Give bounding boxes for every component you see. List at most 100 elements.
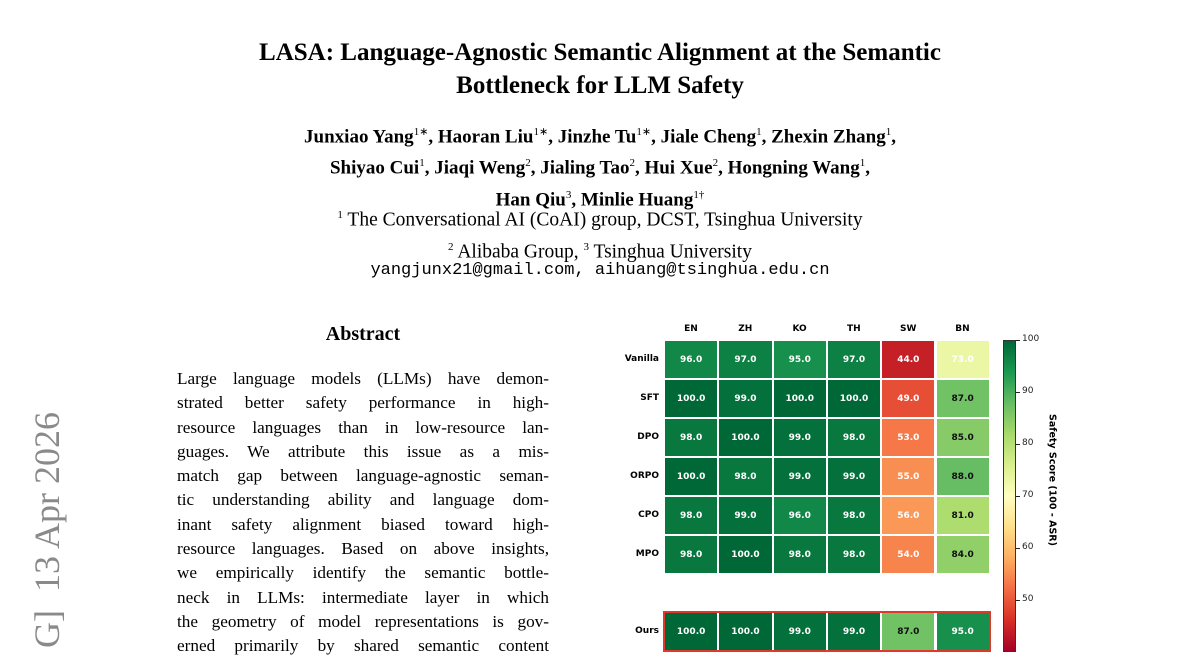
heatmap-cell: 96.0 — [772, 496, 827, 535]
heatmap-cell: 56.0 — [881, 496, 936, 535]
paper-title: LASA: Language-Agnostic Semantic Alignme… — [0, 36, 1200, 102]
author-mark: 3 — [565, 188, 572, 201]
author-list: Junxiao Yang1∗, Haoran Liu1∗, Jinzhe Tu1… — [0, 119, 1200, 213]
author-name: Junxiao Yang — [304, 126, 414, 148]
author-mark: 1∗ — [413, 126, 429, 138]
affiliation-2: 2 Alibaba Group, 3 Tsinghua University — [0, 234, 1200, 266]
heatmap-cell: 84.0 — [935, 535, 990, 574]
author-name: Han Qiu — [495, 188, 566, 210]
abstract-line: resource languages. Based on above insig… — [177, 539, 549, 559]
colorbar-tick: 100 — [1015, 334, 1040, 344]
affiliation-mark: 1 — [337, 209, 343, 221]
column-label: BN — [955, 324, 970, 334]
abstract-line: neck in LLMs: intermediate layer in whic… — [177, 587, 549, 607]
author-mark: 1 — [756, 126, 762, 138]
heatmap-cell: 100.0 — [718, 418, 773, 457]
author-name: Zhexin Zhang — [771, 126, 886, 148]
colorbar — [1003, 340, 1016, 652]
author-mark: 2 — [629, 157, 635, 170]
colorbar-tick: 50 — [1015, 594, 1034, 604]
abstract-line: match gap between language-agnostic sema… — [177, 466, 549, 486]
title-line: LASA: Language-Agnostic Semantic Alignme… — [259, 39, 941, 66]
row-label: SFT — [640, 392, 659, 403]
heatmap-cell: 88.0 — [935, 457, 990, 496]
author-name: Jinzhe Tu — [557, 126, 637, 148]
heatmap-cell: 98.0 — [664, 496, 719, 535]
heatmap-cell: 49.0 — [881, 379, 936, 418]
heatmap-cell: 44.0 — [881, 340, 936, 379]
author-mark: 1† — [693, 188, 705, 201]
highlight-box — [663, 611, 991, 652]
abstract-body: Large language models (LLMs) have demon-… — [177, 367, 549, 659]
heatmap-cell: 54.0 — [881, 535, 936, 574]
abstract-line: we empirically identify the semantic bot… — [177, 563, 549, 583]
column-label: EN — [684, 324, 698, 334]
column-label: ZH — [738, 324, 753, 334]
heatmap-cell: 100.0 — [772, 379, 827, 418]
abstract-line: inant safety alignment biased toward hig… — [177, 514, 549, 534]
author-name: Jialing Tao — [540, 157, 630, 179]
author-mark: 2 — [712, 157, 719, 170]
abstract-line: resource languages than in low-resource … — [177, 417, 549, 437]
affiliation-text: The Conversational AI (CoAI) group, DCST… — [342, 209, 863, 231]
heatmap-cell: 100.0 — [826, 379, 882, 418]
author-line: Han Qiu3, Minlie Huang1† — [495, 188, 705, 210]
colorbar-tick: 90 — [1015, 386, 1034, 396]
heatmap-cell: 99.0 — [718, 379, 773, 418]
heatmap-cell: 97.0 — [826, 340, 882, 379]
row-label: CPO — [638, 509, 659, 520]
affiliation-text: Alibaba Group, — [453, 241, 584, 263]
affiliations: 1 The Conversational AI (CoAI) group, DC… — [0, 202, 1200, 266]
heatmap-cell: 99.0 — [772, 418, 827, 457]
colorbar-label: Safety Score (100 - ASR) — [1046, 414, 1058, 546]
author-mark: 1 — [885, 126, 892, 138]
abstract-line: strated better safety performance in hig… — [177, 393, 549, 413]
author-name: Shiyao Cui — [329, 157, 420, 179]
heatmap-cell: 95.0 — [935, 612, 990, 651]
heatmap-cell: 98.0 — [772, 535, 827, 574]
author-mark: 2 — [525, 157, 531, 170]
heatmap-cell: 100.0 — [718, 535, 773, 574]
heatmap-cell: 98.0 — [826, 496, 882, 535]
heatmap-cell: 99.0 — [772, 457, 827, 496]
heatmap-cell: 97.0 — [718, 340, 773, 379]
heatmap-cell: 55.0 — [881, 457, 936, 496]
author-mark: 1 — [859, 157, 866, 170]
author-line: Shiyao Cui1, Jiaqi Weng2, Jialing Tao2, … — [329, 157, 870, 179]
abstract-line: the geometry of model representations is… — [177, 611, 549, 631]
column-label: TH — [847, 324, 861, 334]
column-label: KO — [792, 324, 807, 334]
abstract-line: Large language models (LLMs) have demon- — [177, 369, 549, 388]
row-label: MPO — [635, 548, 659, 559]
abstract-line: tic understanding ability and language d… — [177, 490, 549, 510]
author-name: Jiale Cheng — [660, 126, 757, 148]
row-label: Ours — [635, 625, 659, 636]
author-name: Haoran Liu — [437, 126, 534, 148]
row-label: Vanilla — [624, 353, 659, 364]
author-name: Jiaqi Weng — [434, 157, 526, 179]
abstract-heading: Abstract — [325, 323, 401, 345]
author-name: Minlie Huang — [580, 188, 694, 210]
heatmap-cell: 98.0 — [826, 535, 882, 574]
heatmap-cell: 81.0 — [935, 496, 990, 535]
author-mark: 1∗ — [533, 126, 549, 138]
author-emails: yangjunx21@gmail.com, aihuang@tsinghua.e… — [370, 261, 830, 280]
heatmap-cell: 100.0 — [664, 379, 719, 418]
affiliation-mark: 3 — [583, 241, 590, 253]
heatmap-cell: 99.0 — [826, 457, 882, 496]
row-label: DPO — [637, 431, 659, 442]
arxiv-stamp: G] 13 Apr 2026 — [27, 412, 67, 648]
heatmap-cell: 98.0 — [664, 418, 719, 457]
author-name: Hui Xue — [644, 157, 713, 179]
heatmap-cell: 85.0 — [935, 418, 990, 457]
affiliation-mark: 2 — [448, 241, 454, 253]
heatmap-cell: 98.0 — [718, 457, 773, 496]
author-mark: 1∗ — [636, 126, 652, 138]
heatmap-cell: 98.0 — [664, 535, 719, 574]
author-line: Junxiao Yang1∗, Haoran Liu1∗, Jinzhe Tu1… — [304, 126, 896, 148]
abstract-line: guages. We attribute this issue as a mis… — [177, 441, 549, 461]
colorbar-tick: 70 — [1015, 490, 1034, 500]
author-mark: 1 — [419, 157, 425, 170]
affiliation-text: Tsinghua University — [589, 241, 752, 263]
author-name: Hongning Wang — [727, 157, 860, 179]
